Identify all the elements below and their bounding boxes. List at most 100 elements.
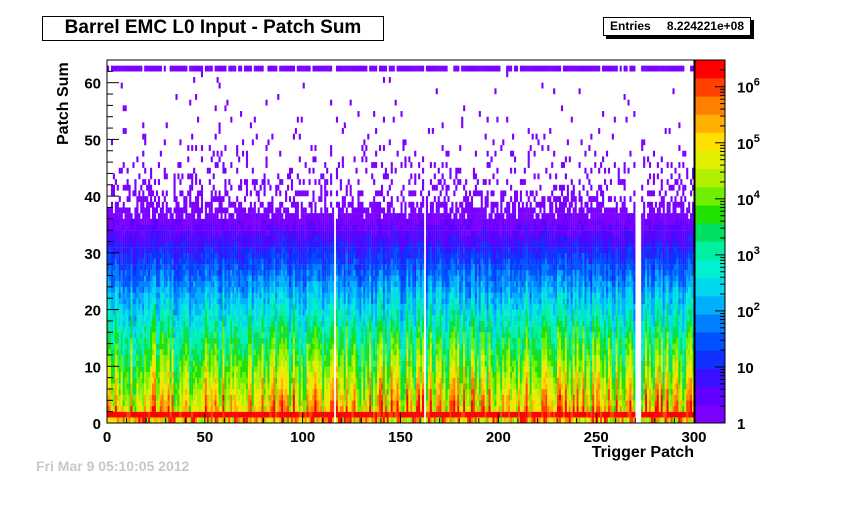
heatmap-cell: [142, 162, 145, 168]
heatmap-cell: [212, 173, 215, 180]
heatmap-cell: [267, 275, 270, 282]
heatmap-cell: [136, 315, 139, 322]
heatmap-cell: [210, 196, 213, 202]
heatmap-cell: [337, 315, 340, 322]
heatmap-cell: [171, 298, 174, 305]
heatmap-cell: [138, 366, 141, 373]
heatmap-cell: [120, 213, 123, 219]
heatmap-cell: [204, 309, 207, 316]
heatmap-cell: [120, 258, 123, 265]
heatmap-cell: [281, 298, 284, 305]
heatmap-cell: [318, 371, 321, 378]
heatmap-cell: [308, 275, 311, 282]
heatmap-cell: [122, 252, 125, 259]
heatmap-cell: [267, 269, 270, 276]
heatmap-cell: [161, 411, 164, 418]
heatmap-cell: [287, 258, 290, 265]
heatmap-cell: [202, 224, 205, 231]
heatmap-cell: [283, 388, 286, 395]
heatmap-cell: [114, 303, 117, 310]
heatmap-cell: [146, 343, 149, 350]
heatmap-cell: [234, 252, 237, 259]
heatmap-cell: [132, 383, 135, 390]
heatmap-cell: [173, 218, 176, 225]
heatmap-cell: [208, 411, 211, 418]
heatmap-cell: [179, 235, 182, 242]
heatmap-cell: [283, 405, 286, 412]
heatmap-cell: [157, 264, 160, 271]
heatmap-cell: [159, 281, 162, 288]
heatmap-cell: [195, 309, 198, 316]
heatmap-cell: [314, 247, 317, 253]
heatmap-cell: [253, 179, 256, 185]
heatmap-cell: [288, 394, 292, 401]
heatmap-cell: [195, 360, 198, 367]
heatmap-cell: [191, 320, 194, 327]
heatmap-cell: [228, 286, 231, 293]
heatmap-cell: [204, 366, 207, 373]
heatmap-cell: [265, 417, 268, 424]
heatmap-cell: [183, 394, 186, 401]
heatmap-cell: [302, 247, 305, 253]
heatmap-cell: [142, 241, 145, 248]
heatmap-cell: [288, 360, 292, 367]
heatmap-cell: [296, 247, 299, 253]
heatmap-cell: [179, 377, 182, 384]
heatmap-cell: [226, 190, 229, 197]
heatmap-cell: [134, 218, 137, 225]
heatmap-cell: [177, 326, 180, 333]
heatmap-cell: [116, 343, 119, 350]
heatmap-cell: [251, 309, 254, 316]
heatmap-cell: [222, 303, 225, 310]
heatmap-cell: [120, 82, 123, 89]
heatmap-cell: [324, 184, 327, 191]
heatmap-cell: [287, 326, 290, 333]
heatmap-cell: [128, 383, 131, 390]
heatmap-cell: [230, 264, 233, 271]
heatmap-cell: [181, 252, 184, 259]
heatmap-cell: [247, 252, 250, 259]
heatmap-cell: [214, 400, 217, 407]
heatmap-cell: [212, 405, 215, 412]
heatmap-cell: [206, 264, 209, 271]
heatmap-cell: [138, 286, 141, 293]
heatmap-cell: [138, 383, 141, 390]
heatmap-cell: [314, 377, 317, 384]
heatmap-cell: [124, 224, 127, 231]
heatmap-cell: [245, 247, 249, 253]
heatmap-cell: [320, 326, 323, 333]
heatmap-cell: [243, 292, 247, 299]
heatmap-cell: [118, 303, 121, 310]
heatmap-cell: [136, 258, 139, 265]
heatmap-cell: [279, 371, 282, 378]
heatmap-cell: [253, 116, 256, 123]
heatmap-cell: [287, 303, 290, 310]
heatmap-cell: [183, 207, 186, 214]
heatmap-cell: [253, 315, 256, 322]
heatmap-cell: [110, 190, 114, 197]
heatmap-cell: [339, 303, 342, 310]
heatmap-cell: [245, 241, 249, 248]
heatmap-cell: [310, 281, 313, 288]
heatmap-cell: [271, 315, 274, 322]
heatmap-cell: [243, 298, 247, 305]
heatmap-cell: [181, 337, 184, 344]
heatmap-cell: [306, 417, 309, 424]
heatmap-cell: [126, 315, 129, 322]
heatmap-cell: [126, 383, 129, 390]
heatmap-cell: [161, 258, 164, 265]
heatmap-cell: [312, 241, 315, 248]
heatmap-cell: [292, 411, 295, 418]
heatmap-cell: [337, 218, 340, 225]
heatmap-cell: [267, 332, 270, 339]
heatmap-cell: [214, 275, 217, 282]
heatmap-cell: [200, 394, 204, 401]
heatmap-cell: [306, 247, 309, 253]
heatmap-cell: [265, 366, 268, 373]
heatmap-cell: [243, 179, 247, 185]
heatmap-cell: [183, 218, 186, 225]
heatmap-cell: [118, 349, 121, 356]
heatmap-cell: [212, 247, 215, 253]
heatmap-cell: [292, 247, 295, 253]
heatmap-cell: [132, 320, 135, 327]
